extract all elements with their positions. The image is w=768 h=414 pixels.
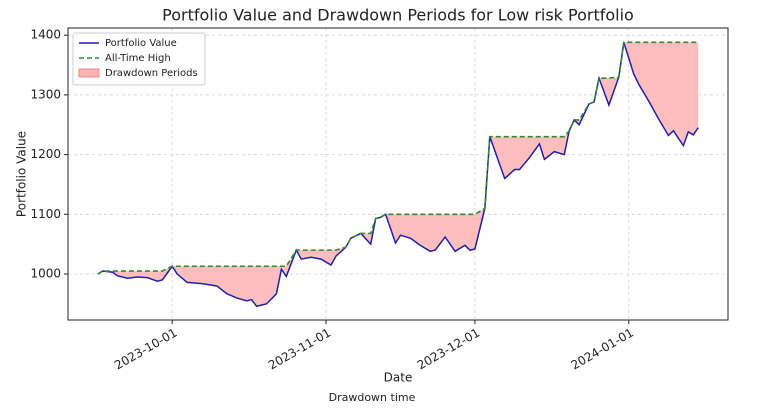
y-axis-label: Portfolio Value <box>15 131 29 217</box>
legend-label: Drawdown Periods <box>105 68 198 79</box>
series-line <box>97 41 699 275</box>
legend-swatch <box>78 68 100 78</box>
caption: Drawdown time <box>329 391 416 404</box>
y-tick-label: 1100 <box>30 207 61 221</box>
series-line <box>97 42 699 308</box>
legend-label: All-Time High <box>105 53 171 64</box>
y-tick-label: 1400 <box>30 28 61 42</box>
legend-label: Portfolio Value <box>105 38 177 49</box>
drawdown-area <box>97 42 699 307</box>
legend-box <box>72 32 206 86</box>
x-tick-label: 2023-10-01 <box>112 326 179 373</box>
x-tick-label: 2023-11-01 <box>266 326 333 373</box>
plot-frame <box>67 27 729 321</box>
y-tick-label: 1000 <box>30 267 61 281</box>
y-tick-label: 1300 <box>30 87 61 101</box>
x-axis-label: Date <box>384 371 413 385</box>
x-tick-label: 2024-01-01 <box>569 326 636 373</box>
y-tick-label: 1200 <box>30 147 61 161</box>
x-tick-label: 2023-12-01 <box>415 326 482 373</box>
legend: Portfolio Value All-Time High Drawdown Per… <box>72 32 206 86</box>
chart-title: Portfolio Value and Drawdown Periods for… <box>162 6 634 25</box>
